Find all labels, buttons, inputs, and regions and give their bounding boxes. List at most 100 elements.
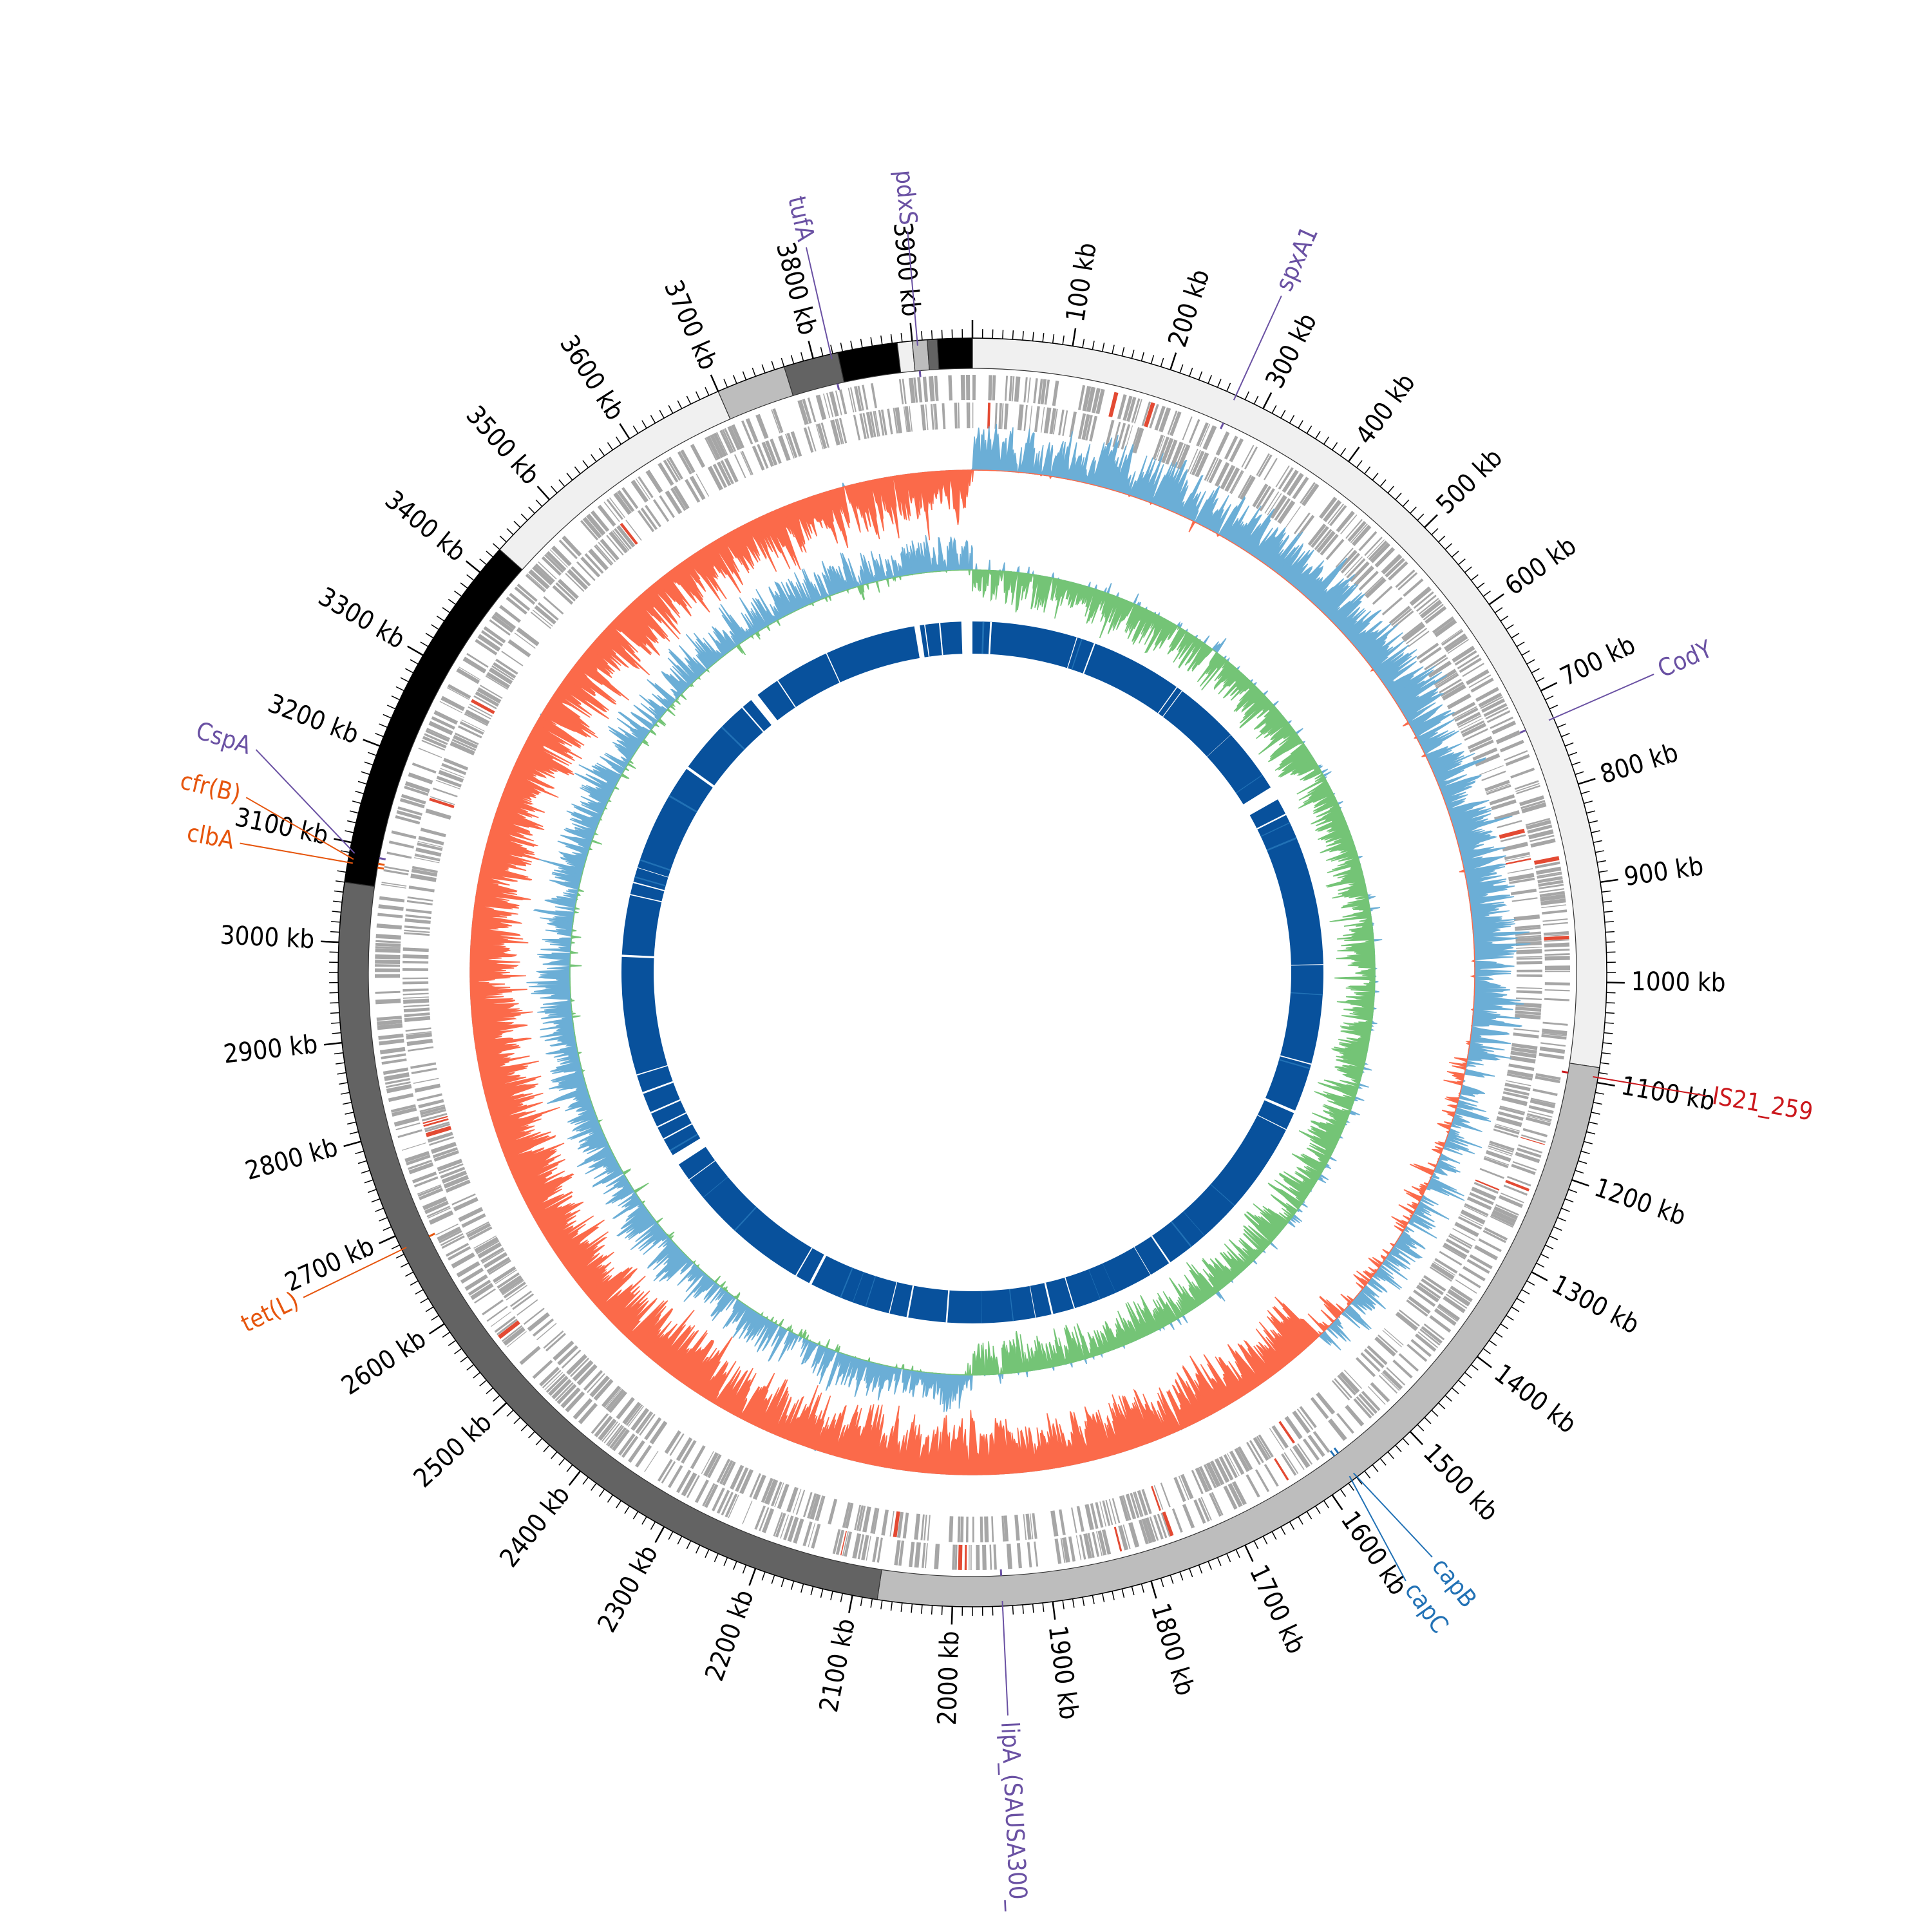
cds-feature [722,429,734,453]
cds-feature [1454,650,1477,666]
minor-tick [820,1589,824,1598]
cds-feature [475,691,500,707]
cds-feature [1339,1371,1360,1394]
cds-feature [427,1132,453,1143]
cds-feature [1516,949,1542,954]
cds-feature [792,1488,802,1514]
minor-tick [641,1516,647,1525]
cds-feature [1454,706,1477,719]
minor-tick [900,1602,903,1612]
cds-feature [902,379,907,404]
cds-feature [1495,1123,1520,1132]
cds-feature [777,1483,790,1510]
cds-feature [1525,817,1551,826]
cds-feature [848,388,855,413]
minor-tick [1082,1596,1085,1606]
cds-feature [1510,1050,1537,1059]
cds-feature [1419,1329,1441,1346]
minor-tick [1102,1593,1105,1602]
cds-feature [1516,785,1540,795]
alignment-variant [980,1291,982,1323]
cds-feature [1499,1195,1523,1208]
minor-tick [473,1372,480,1379]
cds-feature [440,1166,466,1179]
minor-tick [1379,479,1387,487]
minor-tick [442,607,451,614]
cds-feature [835,419,843,444]
minor-tick [1417,1424,1425,1432]
cds-feature [482,1249,505,1264]
alignment-variant [636,1065,668,1076]
cds-feature [1459,1214,1483,1227]
cds-feature [1200,1497,1212,1520]
minor-tick [771,361,775,370]
cds-feature [1314,529,1332,551]
cds-feature [1081,413,1090,440]
cds-feature [837,419,844,444]
minor-tick [1531,668,1540,674]
alignment-variant [721,726,746,750]
minor-tick [1121,1589,1125,1598]
cds-feature [1527,824,1553,834]
cds-feature [443,757,469,771]
gene-label: clbA [185,819,237,855]
cds-feature [437,1226,462,1242]
minor-tick [345,1112,354,1115]
cds-feature [1405,627,1428,645]
alignment-variant [924,624,930,657]
cds-feature [435,1223,459,1236]
minor-tick [1516,641,1525,647]
minor-tick [880,336,883,345]
minor-tick [1340,1488,1347,1497]
cds-feature [546,551,567,571]
cds-feature [1297,1443,1313,1465]
alignment-variant [1256,813,1287,829]
minor-tick [591,1482,597,1491]
minor-tick [336,1062,345,1065]
tick-label: 2700 kb [281,1231,379,1298]
cds-feature [1052,381,1059,406]
cds-feature [1544,934,1569,937]
cds-feature [712,1487,725,1511]
cds-feature [1441,629,1464,646]
cds-feature [1227,1453,1240,1477]
cds-feature [1486,710,1511,723]
cds-feature [685,478,701,503]
cds-feature [1447,639,1470,654]
cds-feature [422,1196,448,1211]
cds-feature [1516,947,1542,949]
cds-feature [391,830,417,839]
cds-feature [761,441,775,467]
cds-feature [1511,897,1538,902]
minor-tick [1494,607,1503,614]
cds-feature [664,1430,681,1454]
cds-feature [588,548,609,571]
minor-tick [499,535,507,543]
cds-feature [501,650,524,667]
cds-feature [381,882,407,887]
minor-tick [1586,1131,1596,1135]
cds-feature [1112,1498,1121,1524]
alignment-variant [669,1133,699,1151]
cds-feature [396,810,422,820]
cds-feature [1374,547,1396,568]
cds-feature [1365,577,1387,599]
cds-feature [1509,877,1535,884]
cds-feature [549,549,569,568]
cds-feature [710,433,724,459]
cds-feature [1406,1343,1428,1362]
major-tick [1409,1431,1423,1446]
cds-feature [375,946,401,949]
cds-feature [1095,1502,1104,1528]
cds-feature [770,439,782,464]
cds-feature [1159,407,1171,433]
cds-feature [1483,1157,1509,1169]
cds-feature [1515,924,1541,929]
cds-feature [375,998,401,1005]
cds-feature [1335,547,1354,568]
cds-feature [1286,473,1304,497]
cds-feature [802,1492,813,1517]
minor-tick [677,1536,683,1545]
minor-tick [860,1596,863,1606]
cds-feature [1125,1493,1137,1520]
